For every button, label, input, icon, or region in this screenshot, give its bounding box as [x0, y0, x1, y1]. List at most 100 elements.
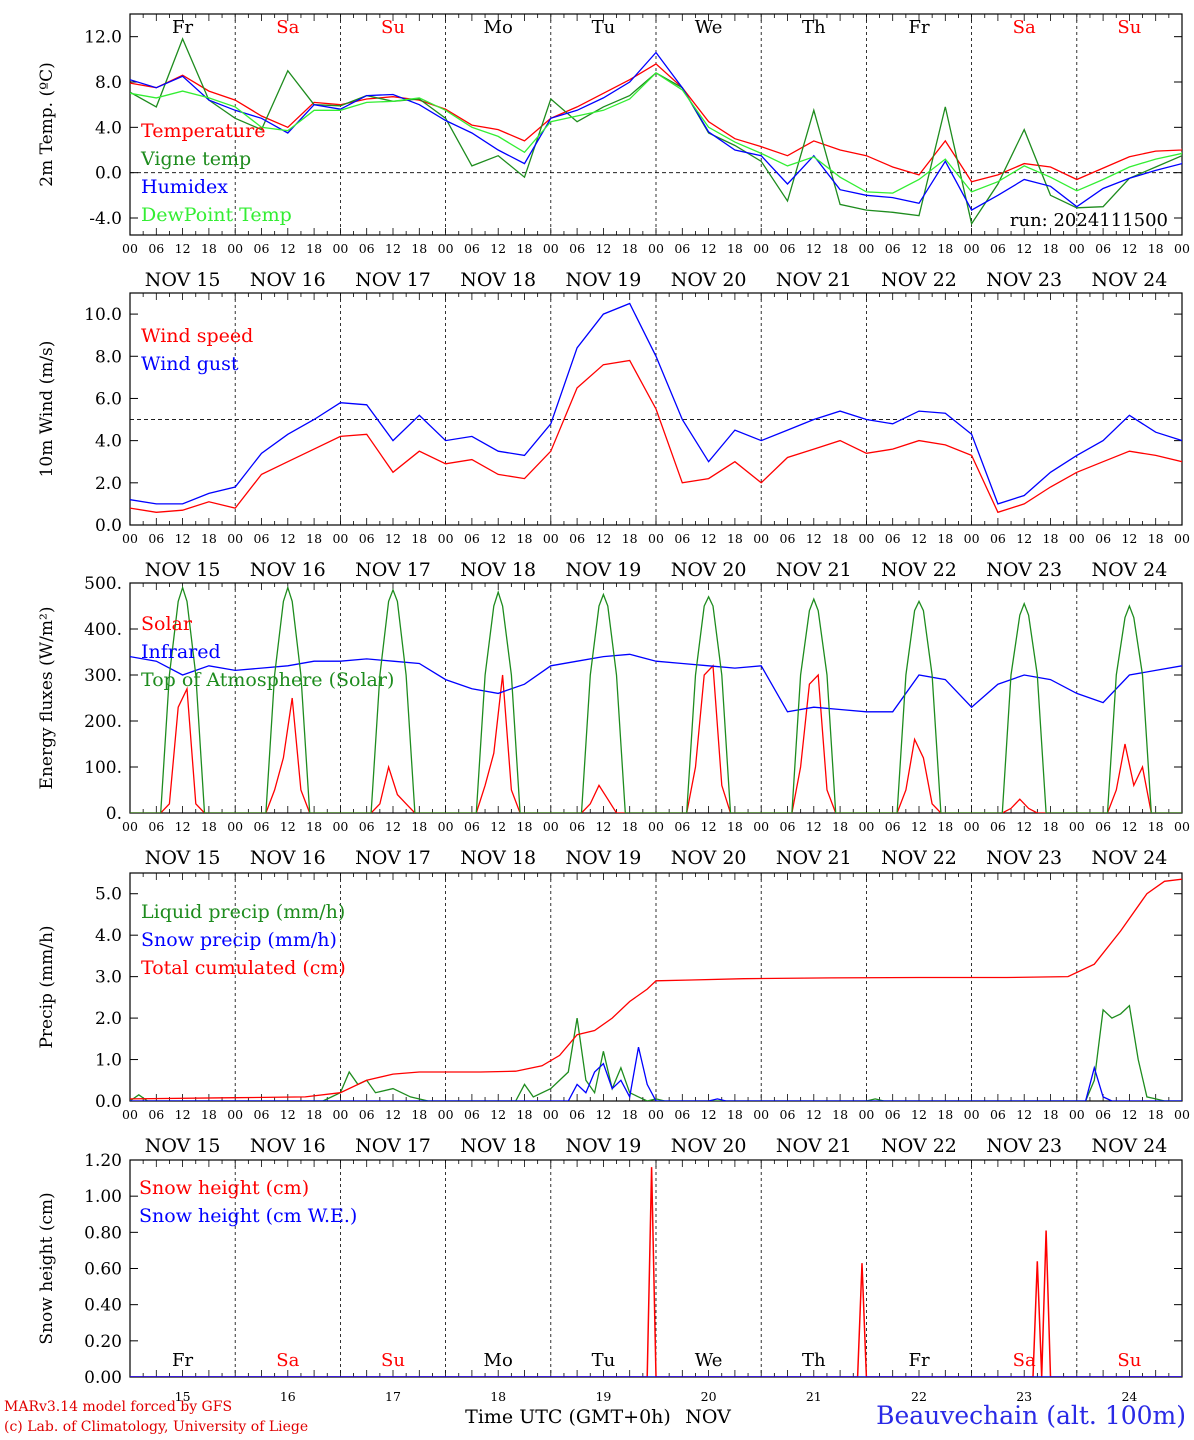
x-hour-label: 00: [227, 819, 243, 834]
x-date-label: NOV 19: [565, 1135, 641, 1157]
x-hour-label: 18: [201, 1107, 217, 1122]
legend-entry: Snow precip (mm/h): [141, 929, 337, 951]
legend-entry: Solar: [141, 613, 193, 635]
x-day-number: 20: [701, 1389, 717, 1404]
x-hour-label: 12: [1016, 819, 1032, 834]
x-hour-label: 00: [753, 1107, 769, 1122]
x-hour-label: 00: [227, 1107, 243, 1122]
legend-entry: Snow height (cm W.E.): [139, 1205, 357, 1227]
x-hour-label: 18: [727, 241, 743, 256]
y-tick-label: 0.00: [84, 1368, 122, 1388]
day-of-week-label: Su: [1117, 1350, 1141, 1371]
x-hour-label: 00: [858, 1107, 874, 1122]
x-hour-label: 06: [780, 241, 796, 256]
y-tick-label: 5.0: [95, 885, 122, 905]
x-hour-label: 18: [622, 1107, 638, 1122]
x-hour-label: 00: [438, 819, 454, 834]
x-date-label: NOV 16: [250, 269, 326, 291]
x-hour-label: 12: [385, 1107, 401, 1122]
x-hour-label: 18: [937, 819, 953, 834]
x-hour-label: 00: [858, 241, 874, 256]
legend-entry: Infrared: [141, 641, 221, 663]
x-hour-label: 18: [306, 1107, 322, 1122]
y-tick-label: 0.60: [84, 1260, 122, 1280]
x-date-label: NOV 16: [250, 559, 326, 581]
x-date-label: NOV 20: [671, 559, 747, 581]
x-hour-label: 12: [806, 1107, 822, 1122]
day-of-week-label: Fr: [172, 1350, 193, 1371]
day-of-week-label: Fr: [908, 17, 929, 38]
day-of-week-label: We: [695, 17, 723, 38]
x-hour-label: 00: [648, 819, 664, 834]
legend-entry: Vigne temp: [140, 148, 251, 170]
x-hour-label: 06: [569, 531, 585, 546]
y-axis-title: 2m Temp. (ºC): [37, 62, 57, 187]
x-day-number: 23: [1016, 1389, 1032, 1404]
y-tick-label: 12.0: [84, 28, 122, 48]
series-line: [130, 302, 1182, 505]
day-of-week-label: Tu: [592, 1350, 616, 1371]
x-date-label: NOV 24: [1091, 847, 1167, 869]
x-date-label: NOV 20: [671, 847, 747, 869]
x-hour-label: 00: [1174, 241, 1190, 256]
x-hour-label: 18: [306, 819, 322, 834]
x-hour-label: 00: [332, 531, 348, 546]
x-date-label: NOV 22: [881, 269, 957, 291]
y-tick-label: 0.20: [84, 1332, 122, 1352]
x-hour-label: 12: [911, 531, 927, 546]
x-hour-label: 12: [490, 241, 506, 256]
y-axis-title: Energy fluxes (W/m²): [37, 607, 57, 790]
day-of-week-label: Sa: [1013, 17, 1036, 38]
day-of-week-label: Mo: [484, 1350, 513, 1371]
x-date-label: NOV 18: [460, 559, 536, 581]
series-line: [130, 359, 1182, 514]
y-tick-label: 10.0: [84, 305, 122, 325]
x-hour-label: 00: [1174, 1107, 1190, 1122]
y-tick-label: 0.0: [95, 1092, 122, 1112]
y-tick-label: 8.0: [95, 73, 122, 93]
x-hour-label: 00: [1069, 531, 1085, 546]
station-label: Beauvechain (alt. 100m): [876, 1401, 1186, 1430]
x-hour-label: 00: [964, 241, 980, 256]
x-hour-label: 18: [517, 819, 533, 834]
x-hour-label: 12: [701, 1107, 717, 1122]
x-date-label: NOV 15: [145, 559, 221, 581]
day-of-week-label: Fr: [908, 1350, 929, 1371]
x-date-label: NOV 17: [355, 559, 431, 581]
x-day-number: 21: [806, 1389, 822, 1404]
x-hour-label: 12: [385, 531, 401, 546]
x-hour-label: 06: [254, 241, 270, 256]
x-hour-label: 12: [280, 1107, 296, 1122]
x-hour-label: 12: [385, 819, 401, 834]
x-axis-title: Time UTC (GMT+0h): [465, 1406, 671, 1428]
x-hour-label: 12: [911, 241, 927, 256]
y-tick-label: 3.0: [95, 968, 122, 988]
x-hour-label: 12: [1016, 1107, 1032, 1122]
x-hour-label: 06: [674, 531, 690, 546]
y-tick-label: 1.20: [84, 1151, 122, 1171]
x-hour-label: 00: [1069, 1107, 1085, 1122]
y-tick-label: 0.40: [84, 1296, 122, 1316]
panel-5: 0.00 0.20 0.40 0.60 0.80 1.00 1.20 Snow height …: [37, 1151, 1183, 1404]
x-day-number: 22: [911, 1389, 927, 1404]
x-hour-label: 18: [727, 1107, 743, 1122]
y-tick-label: 1.00: [84, 1187, 122, 1207]
x-hour-label: 18: [517, 1107, 533, 1122]
x-date-label: NOV 19: [565, 847, 641, 869]
x-hour-label: 06: [674, 819, 690, 834]
run-label: run: 2024111500: [1010, 210, 1168, 231]
x-hour-label: 00: [1174, 819, 1190, 834]
legend-entry: Top of Atmosphere (Solar): [141, 669, 394, 691]
x-hour-label: 18: [832, 1107, 848, 1122]
x-date-label: NOV 20: [671, 269, 747, 291]
x-hour-label: 12: [1016, 241, 1032, 256]
x-hour-label: 18: [411, 1107, 427, 1122]
x-hour-label: 06: [780, 819, 796, 834]
x-hour-label: 12: [806, 241, 822, 256]
day-of-week-label: Su: [381, 17, 405, 38]
x-hour-label: 18: [1148, 1107, 1164, 1122]
x-hour-label: 00: [858, 819, 874, 834]
x-hour-label: 12: [1121, 1107, 1137, 1122]
series-line: [130, 653, 1182, 713]
x-hour-label: 06: [885, 531, 901, 546]
